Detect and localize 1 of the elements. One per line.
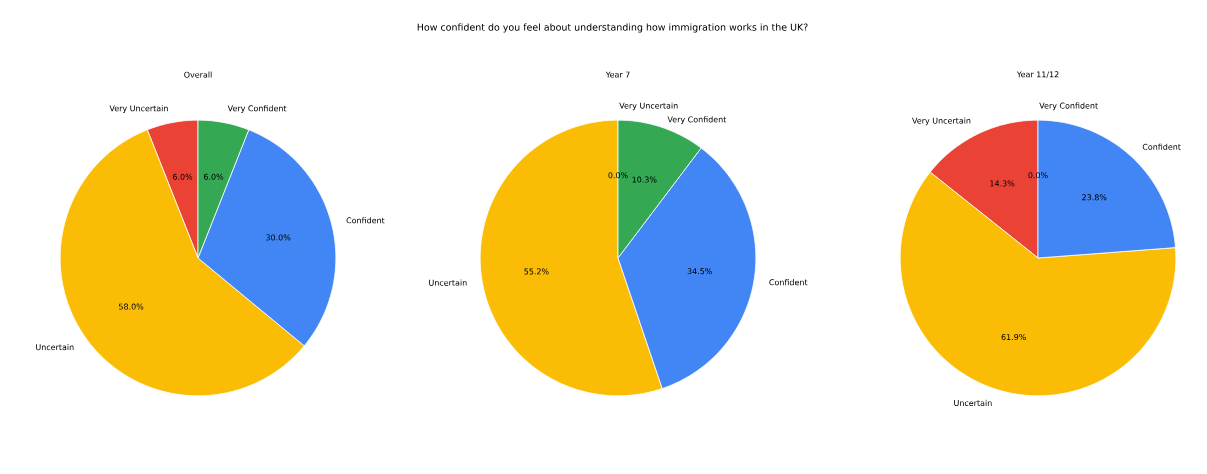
text: How confident do you feel about understanding how immigration works in the UK? — [417, 23, 808, 33]
